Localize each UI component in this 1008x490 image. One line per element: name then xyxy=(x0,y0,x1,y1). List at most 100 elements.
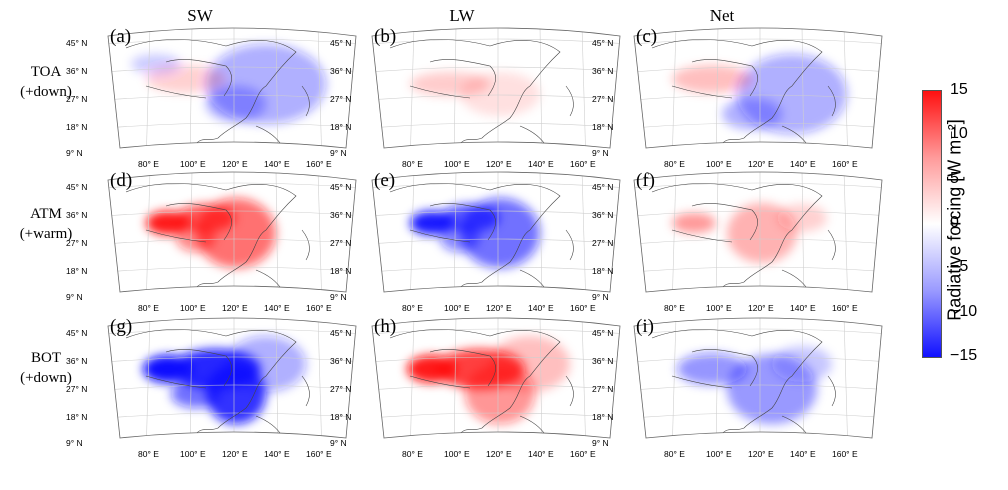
latitude-gridline xyxy=(632,439,890,444)
longitude-label: 100° E xyxy=(444,303,470,313)
latitude-gridline xyxy=(108,122,356,129)
forcing-field-blob xyxy=(777,204,827,232)
latitude-label: 27° N xyxy=(66,384,88,394)
row-label-toa: TOA (+down) xyxy=(8,62,84,102)
latitude-gridline xyxy=(372,38,620,45)
map-svg xyxy=(107,27,357,149)
latitude-gridline xyxy=(370,149,628,154)
map-svg xyxy=(632,27,890,154)
forcing-field-blob xyxy=(171,380,221,408)
latitude-label: 45° N xyxy=(330,38,352,48)
latitude-gridline xyxy=(634,266,882,273)
panel-label: (h) xyxy=(374,316,397,337)
row-label-name: ATM xyxy=(30,206,62,222)
longitude-gridline xyxy=(671,172,677,292)
forcing-field-blob xyxy=(672,65,752,93)
latitude-label: 9° N xyxy=(592,438,609,448)
latitude-label: 45° N xyxy=(66,328,88,338)
map-frame xyxy=(371,27,621,149)
forcing-field-blob xyxy=(196,198,276,268)
map-panel-c: (c) 45° N 36° N 27° N 18° N 9° N 80° E 100° E 12… xyxy=(592,26,890,169)
latitude-gridline xyxy=(634,238,882,245)
map-frame xyxy=(371,171,621,293)
latitude-gridline xyxy=(108,412,356,419)
longitude-label: 120° E xyxy=(486,449,512,459)
latitude-gridline xyxy=(108,384,356,391)
longitude-label: 100° E xyxy=(180,449,206,459)
colorbar-tick-label: 5 xyxy=(950,169,959,187)
longitude-label: 100° E xyxy=(180,303,206,313)
map-frame xyxy=(633,27,883,149)
longitude-gridline xyxy=(843,172,849,292)
latitude-gridline xyxy=(108,266,356,273)
latitude-label: 18° N xyxy=(330,412,352,422)
forcing-field-blob xyxy=(206,86,266,122)
latitude-gridline xyxy=(108,182,356,189)
latitude-label: 9° N xyxy=(330,292,347,302)
map-svg xyxy=(632,317,890,444)
longitude-label: 100° E xyxy=(444,159,470,169)
country-borders xyxy=(651,329,823,435)
latitude-gridline xyxy=(372,210,620,217)
latitude-label: 45° N xyxy=(592,328,614,338)
latitude-label: 45° N xyxy=(330,328,352,338)
latitude-gridline xyxy=(634,38,882,45)
latitude-label: 9° N xyxy=(592,292,609,302)
longitude-gridline xyxy=(671,318,677,438)
latitude-gridline xyxy=(632,149,890,154)
country-borders xyxy=(125,329,297,435)
latitude-label: 9° N xyxy=(330,148,347,158)
longitude-label: 160° E xyxy=(570,303,596,313)
latitude-gridline xyxy=(370,439,628,444)
latitude-label: 36° N xyxy=(330,356,352,366)
forcing-field-blob xyxy=(460,198,540,268)
map-svg xyxy=(370,171,628,298)
map-svg xyxy=(633,171,883,293)
latitude-gridline xyxy=(108,66,356,73)
latitude-label: 36° N xyxy=(592,66,614,76)
latitude-gridline xyxy=(370,293,628,298)
latitude-gridline xyxy=(372,356,620,363)
longitude-gridline xyxy=(843,28,849,148)
latitude-gridline xyxy=(372,384,620,391)
longitude-label: 140° E xyxy=(790,303,816,313)
latitude-label: 27° N xyxy=(66,238,88,248)
row-label-sign: (+down) xyxy=(20,84,72,100)
longitude-gridline xyxy=(317,318,323,438)
longitude-gridline xyxy=(145,318,151,438)
country-borders xyxy=(125,183,297,289)
longitude-label: 80° E xyxy=(664,159,685,169)
forcing-field-blob xyxy=(131,54,181,74)
latitude-label: 18° N xyxy=(592,122,614,132)
latitude-label: 36° N xyxy=(66,356,88,366)
panel-label: (a) xyxy=(110,26,132,47)
map-frame xyxy=(107,171,357,293)
forcing-field-blob xyxy=(226,336,306,392)
latitude-gridline xyxy=(634,94,882,101)
latitude-gridline xyxy=(634,182,882,189)
longitude-gridline xyxy=(409,172,415,292)
panel-label: (g) xyxy=(110,316,133,337)
longitude-label: 100° E xyxy=(180,159,206,169)
longitude-label: 120° E xyxy=(222,449,248,459)
latitude-gridline xyxy=(372,122,620,129)
longitude-label: 160° E xyxy=(306,159,332,169)
latitude-label: 27° N xyxy=(66,94,88,104)
longitude-gridline xyxy=(317,28,323,148)
latitude-gridline xyxy=(108,38,356,45)
longitude-gridline xyxy=(317,172,323,292)
country-borders xyxy=(389,183,561,289)
longitude-gridline xyxy=(145,28,151,148)
latitude-gridline xyxy=(634,356,882,363)
longitude-label: 140° E xyxy=(790,449,816,459)
latitude-gridline xyxy=(108,328,356,335)
country-borders xyxy=(125,39,297,145)
country-borders xyxy=(651,39,823,145)
longitude-gridline xyxy=(581,318,587,438)
longitude-label: 120° E xyxy=(222,303,248,313)
forcing-field-blob xyxy=(490,336,570,392)
longitude-gridline xyxy=(581,172,587,292)
latitude-label: 45° N xyxy=(66,182,88,192)
longitude-label: 80° E xyxy=(138,159,159,169)
longitude-gridline xyxy=(843,318,849,438)
